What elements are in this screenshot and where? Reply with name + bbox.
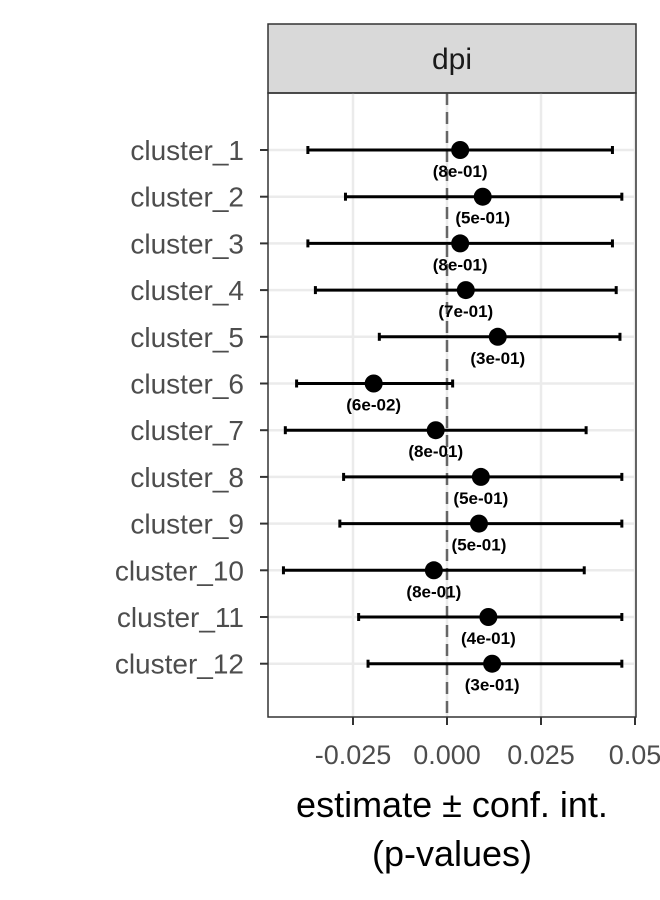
estimate-point-12 (483, 654, 502, 673)
estimate-point-6 (364, 374, 383, 393)
grid-lines (268, 93, 637, 717)
p-value-label-9: (5e-01) (452, 536, 507, 555)
p-value-label-10: (8e-01) (406, 582, 461, 601)
facet-strip: dpi (267, 23, 637, 94)
row-cluster_8: (5e-01) (342, 467, 624, 508)
y-tick-label-4: cluster_4 (130, 275, 244, 306)
p-value-label-5: (3e-01) (470, 349, 525, 368)
y-tick-label-7: cluster_7 (130, 415, 244, 446)
estimate-point-2 (473, 187, 492, 206)
row-cluster_11: (4e-01) (357, 608, 624, 648)
x-axis-title-line-2: (p-values) (372, 833, 532, 874)
estimate-point-8 (471, 467, 490, 486)
panel-border (267, 92, 637, 718)
row-cluster_4: (7e-01) (313, 281, 618, 321)
y-tick-label-2: cluster_2 (130, 182, 244, 213)
row-cluster_1: (8e-01) (306, 141, 614, 181)
estimate-point-9 (469, 514, 488, 533)
p-value-label-2: (5e-01) (455, 209, 510, 228)
p-value-label-6: (6e-02) (346, 396, 401, 415)
estimate-point-3 (451, 234, 470, 253)
p-value-label-12: (3e-01) (465, 676, 520, 695)
x-tick-label-4: 0.05 (609, 740, 660, 770)
y-tick-label-9: cluster_9 (130, 509, 244, 540)
estimate-point-4 (456, 281, 475, 300)
p-value-label-7: (8e-01) (408, 442, 463, 461)
row-cluster_10: (8e-01) (281, 561, 586, 601)
estimate-point-1 (451, 141, 470, 159)
x-axis-title: estimate ± conf. int. (p-values) (296, 784, 608, 874)
estimate-rows: (8e-01) (5e-01) (8e-01) (7e-01) (3e-01) (6e-0… (281, 141, 624, 695)
x-tick-label-2: 0.000 (413, 740, 481, 770)
y-tick-label-3: cluster_3 (130, 228, 244, 259)
y-tick-label-12: cluster_12 (115, 649, 244, 680)
p-value-label-11: (4e-01) (461, 629, 516, 648)
y-tick-label-1: cluster_1 (130, 135, 244, 166)
estimate-point-10 (424, 561, 443, 580)
row-cluster_9: (5e-01) (338, 514, 624, 555)
row-cluster_12: (3e-01) (366, 654, 624, 695)
x-tick-label-3: 0.025 (507, 740, 575, 770)
p-value-label-1: (8e-01) (433, 162, 488, 181)
facet-strip-background (267, 23, 637, 94)
facet-strip-label: dpi (432, 43, 472, 76)
y-tick-label-6: cluster_6 (130, 369, 244, 400)
x-tick-label-1: -0.025 (315, 740, 392, 770)
p-value-label-3: (8e-01) (433, 255, 488, 274)
p-value-label-8: (5e-01) (453, 489, 508, 508)
y-axis: cluster_1 cluster_2 cluster_3 cluster_4clus… (115, 135, 268, 680)
y-tick-label-8: cluster_8 (130, 462, 244, 493)
row-cluster_3: (8e-01) (306, 234, 614, 274)
y-tick-label-10: cluster_10 (115, 555, 244, 586)
estimate-point-5 (488, 327, 507, 346)
p-value-label-4: (7e-01) (438, 302, 493, 321)
row-cluster_7: (8e-01) (283, 421, 588, 461)
estimate-point-7 (426, 421, 445, 440)
y-tick-label-5: cluster_5 (130, 322, 244, 353)
y-tick-label-11: cluster_11 (117, 602, 244, 633)
row-cluster_2: (5e-01) (343, 187, 624, 228)
x-axis-title-line-1: estimate ± conf. int. (296, 784, 608, 825)
row-cluster_6: (6e-02) (295, 374, 455, 415)
estimate-point-11 (479, 608, 498, 626)
row-cluster_5: (3e-01) (377, 327, 622, 368)
x-axis: -0.025 0.000 0.025 0.05 (315, 717, 660, 770)
